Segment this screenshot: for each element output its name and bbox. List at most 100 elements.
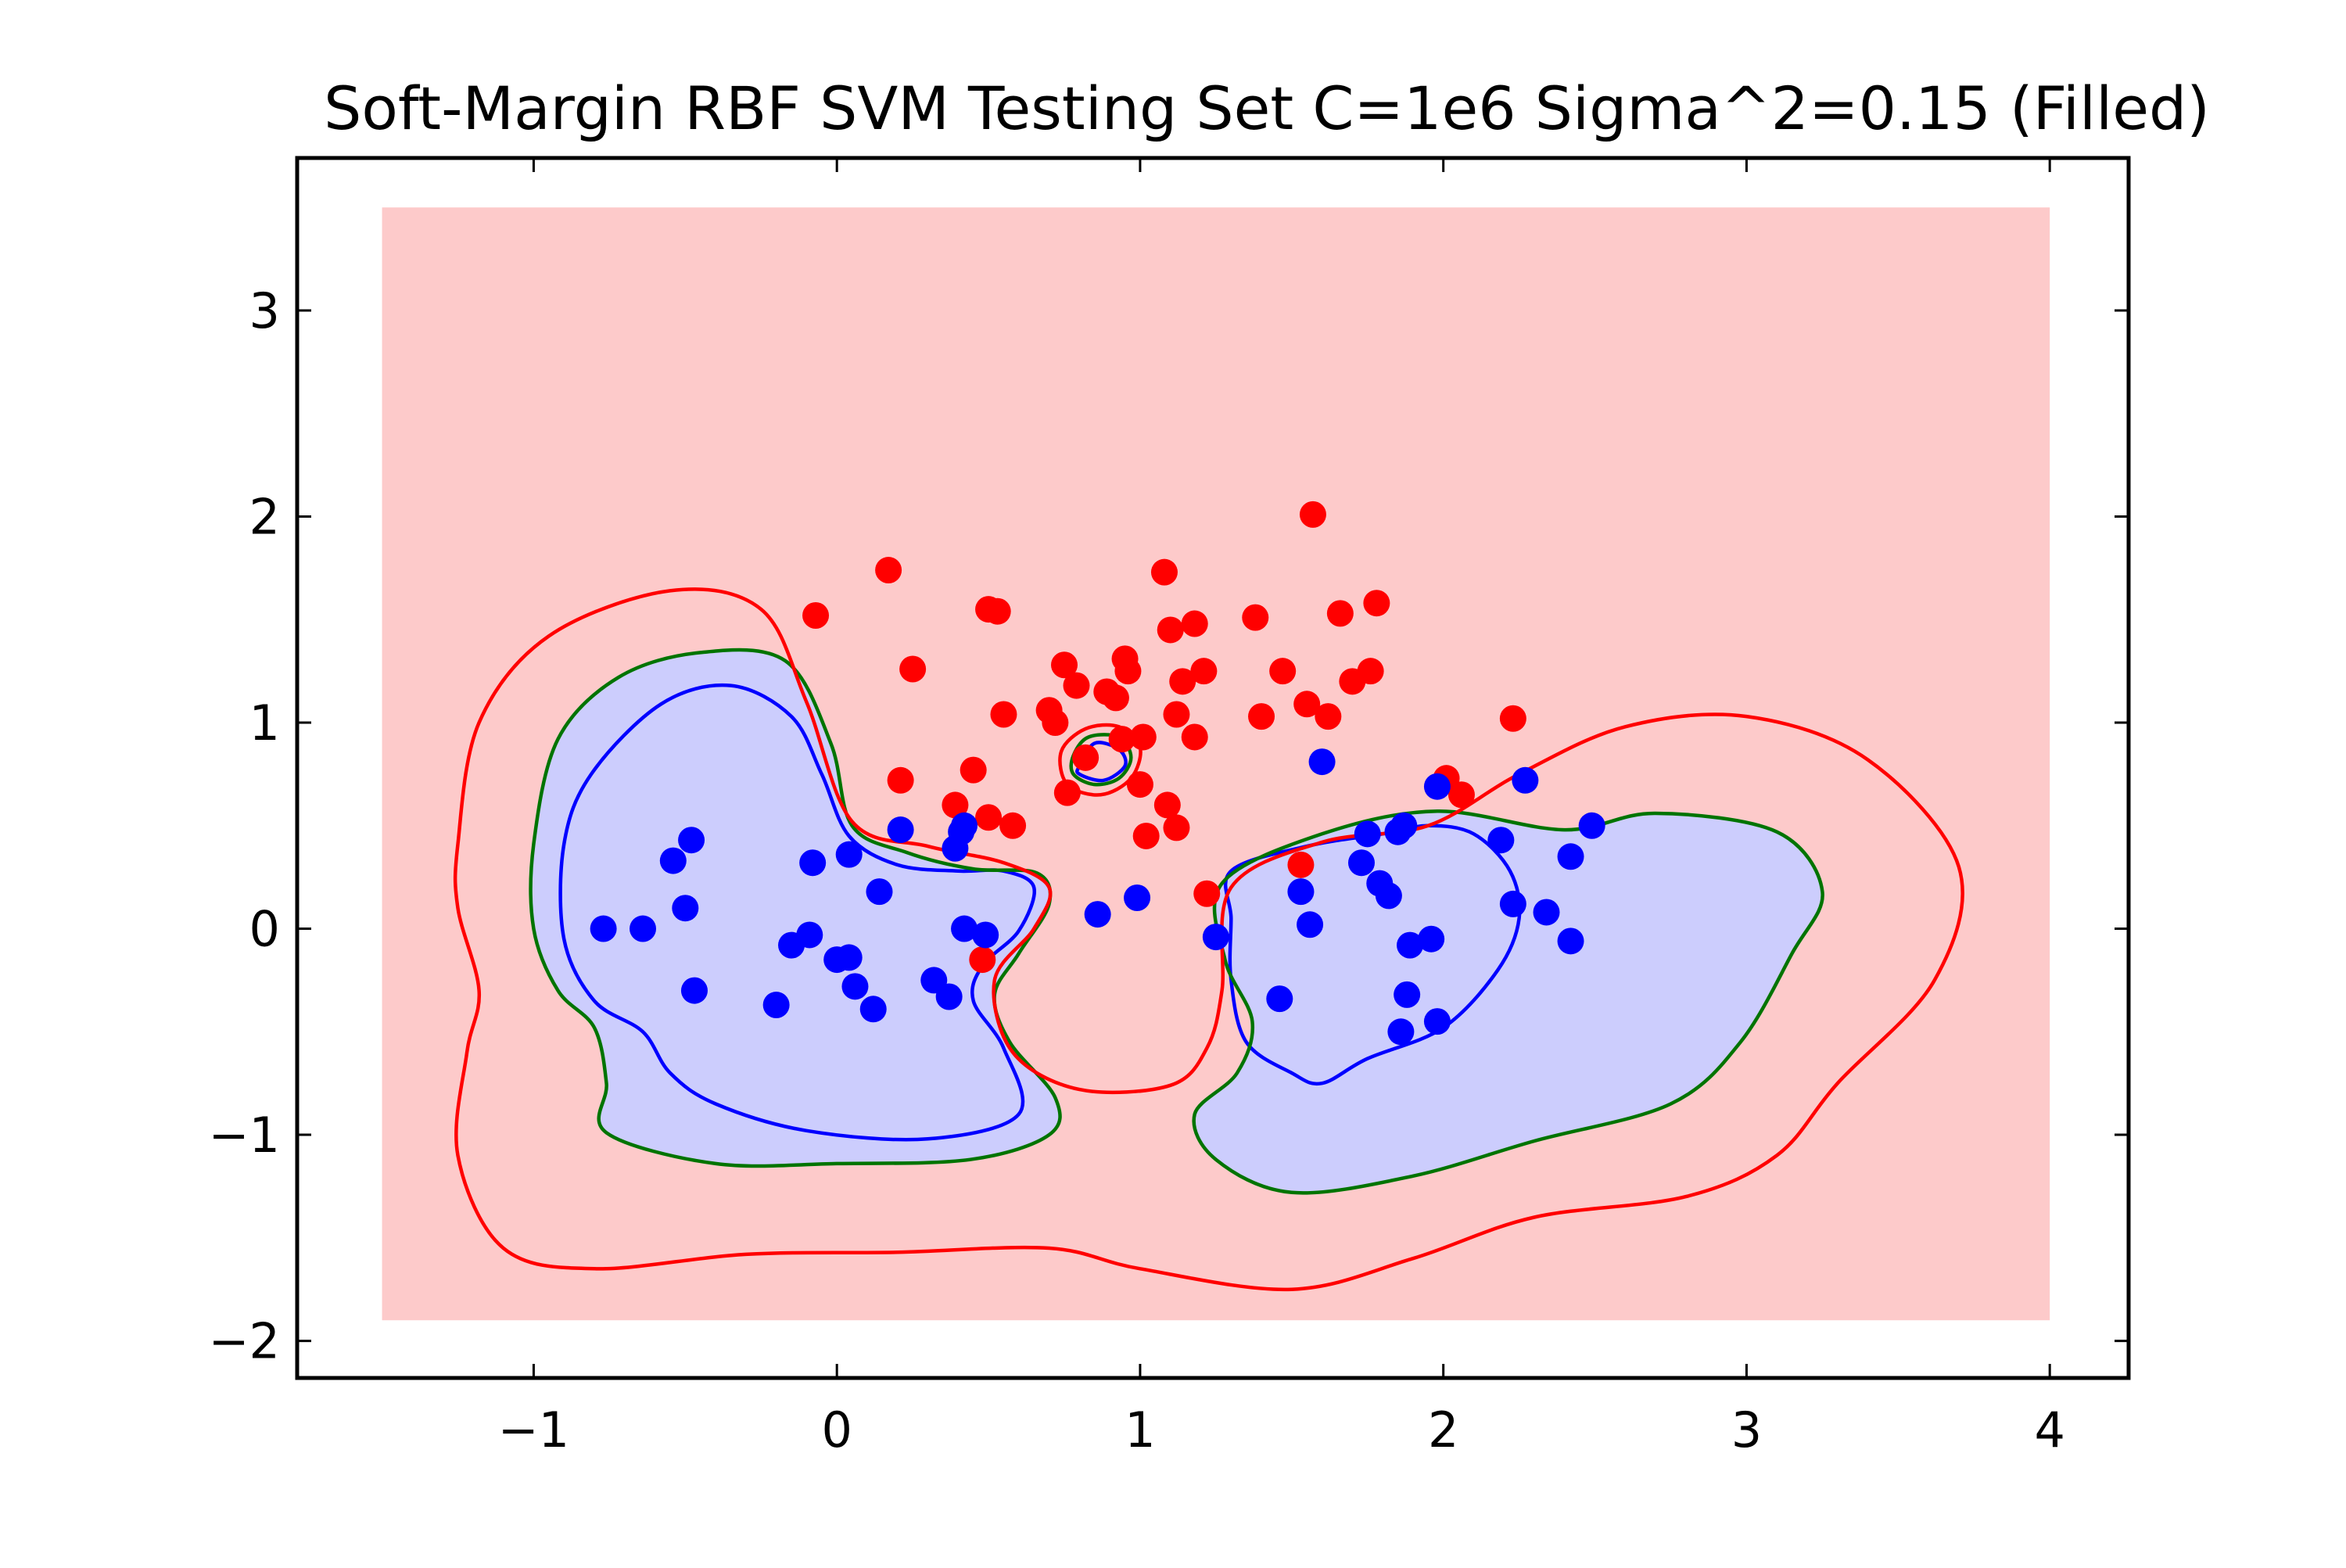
point-negative <box>1533 899 1560 926</box>
point-negative <box>1397 931 1424 959</box>
point-positive <box>1299 501 1326 528</box>
point-positive <box>1042 709 1069 737</box>
point-positive <box>969 946 996 974</box>
point-positive <box>899 655 927 683</box>
point-negative <box>659 847 687 874</box>
point-negative <box>630 915 657 942</box>
point-negative <box>1557 928 1584 955</box>
point-negative <box>1124 884 1151 912</box>
point-negative <box>841 973 869 1000</box>
x-tick-label: 1 <box>1125 1401 1155 1459</box>
point-positive <box>1326 600 1354 627</box>
point-positive <box>1053 779 1081 806</box>
point-positive <box>1114 658 1142 685</box>
y-tick-label: 0 <box>249 901 280 958</box>
plot-area: −1 0 1 2 3 4 −2 −1 0 1 2 3 <box>209 156 2131 1459</box>
y-tick-label: 2 <box>249 489 280 546</box>
point-negative <box>1423 1008 1451 1035</box>
point-positive <box>990 701 1017 728</box>
point-negative <box>835 841 863 868</box>
point-positive <box>1181 723 1208 751</box>
point-positive <box>1293 691 1321 718</box>
contour-line-minus-one <box>1075 741 1128 783</box>
point-positive <box>1499 705 1526 732</box>
point-positive <box>1357 658 1384 685</box>
point-positive <box>875 557 902 584</box>
point-negative <box>1418 925 1445 953</box>
x-tick-label: 4 <box>2034 1401 2064 1459</box>
point-negative <box>859 996 887 1023</box>
point-positive <box>1193 880 1221 907</box>
contour-line-zero <box>1069 733 1133 787</box>
point-negative <box>1557 843 1584 870</box>
point-negative <box>1266 985 1293 1013</box>
point-positive <box>1157 616 1184 644</box>
x-tick-label: 3 <box>1731 1401 1762 1459</box>
point-positive <box>1242 604 1269 631</box>
point-positive <box>1132 822 1160 849</box>
point-negative <box>762 992 790 1019</box>
x-tick-label: −1 <box>498 1401 569 1459</box>
point-negative <box>951 915 978 942</box>
point-positive <box>1108 726 1135 753</box>
point-negative <box>1499 890 1526 917</box>
point-positive <box>1063 672 1090 699</box>
y-tick-label: 1 <box>249 694 280 752</box>
x-tick-label: 0 <box>821 1401 852 1459</box>
point-negative <box>1390 812 1418 839</box>
point-negative <box>1084 901 1111 928</box>
point-positive <box>1150 558 1178 586</box>
point-positive <box>1248 703 1275 730</box>
point-positive <box>1287 851 1315 878</box>
point-negative <box>1487 827 1515 854</box>
point-positive <box>887 766 914 794</box>
point-positive <box>1102 684 1129 712</box>
contour-line-plus-one <box>453 587 1964 1292</box>
point-positive <box>1163 701 1190 728</box>
x-tick-label: 2 <box>1428 1401 1458 1459</box>
axes-frame <box>295 156 2131 1380</box>
point-positive <box>1126 771 1153 798</box>
point-negative <box>590 915 617 942</box>
point-positive <box>1269 658 1297 685</box>
chart-title: Soft-Margin RBF SVM Testing Set C=1e6 Si… <box>324 74 2210 143</box>
point-negative <box>1578 812 1605 839</box>
point-positive <box>975 804 1003 831</box>
point-negative <box>866 878 893 906</box>
point-negative <box>972 921 999 949</box>
point-negative <box>1347 849 1375 877</box>
point-negative <box>1512 766 1539 794</box>
point-negative <box>680 977 708 1004</box>
point-negative <box>1423 773 1451 800</box>
point-positive <box>960 756 987 784</box>
point-positive <box>1181 610 1208 637</box>
negative-region-fill <box>1193 811 1823 1193</box>
point-negative <box>951 812 978 839</box>
point-positive <box>802 602 830 629</box>
point-positive <box>984 597 1011 625</box>
negative-region-fill <box>530 649 1060 1167</box>
point-negative <box>1308 748 1336 776</box>
point-negative <box>1354 820 1381 848</box>
point-negative <box>672 895 699 922</box>
y-tick-label: −2 <box>209 1313 280 1370</box>
point-positive <box>1190 658 1218 685</box>
point-negative <box>835 944 863 971</box>
point-positive <box>1163 814 1190 841</box>
point-positive <box>1315 703 1342 730</box>
point-negative <box>1287 878 1315 906</box>
y-tick-label: −1 <box>209 1107 280 1164</box>
point-negative <box>799 849 827 877</box>
point-negative <box>1297 911 1324 938</box>
point-negative <box>1394 981 1421 1008</box>
point-positive <box>1153 791 1181 819</box>
point-positive <box>1363 590 1390 617</box>
y-tick-label: 3 <box>249 282 280 339</box>
point-positive <box>1051 651 1078 679</box>
point-positive <box>942 791 969 819</box>
point-negative <box>796 921 823 949</box>
point-positive <box>1129 723 1157 751</box>
point-positive <box>1447 781 1475 809</box>
